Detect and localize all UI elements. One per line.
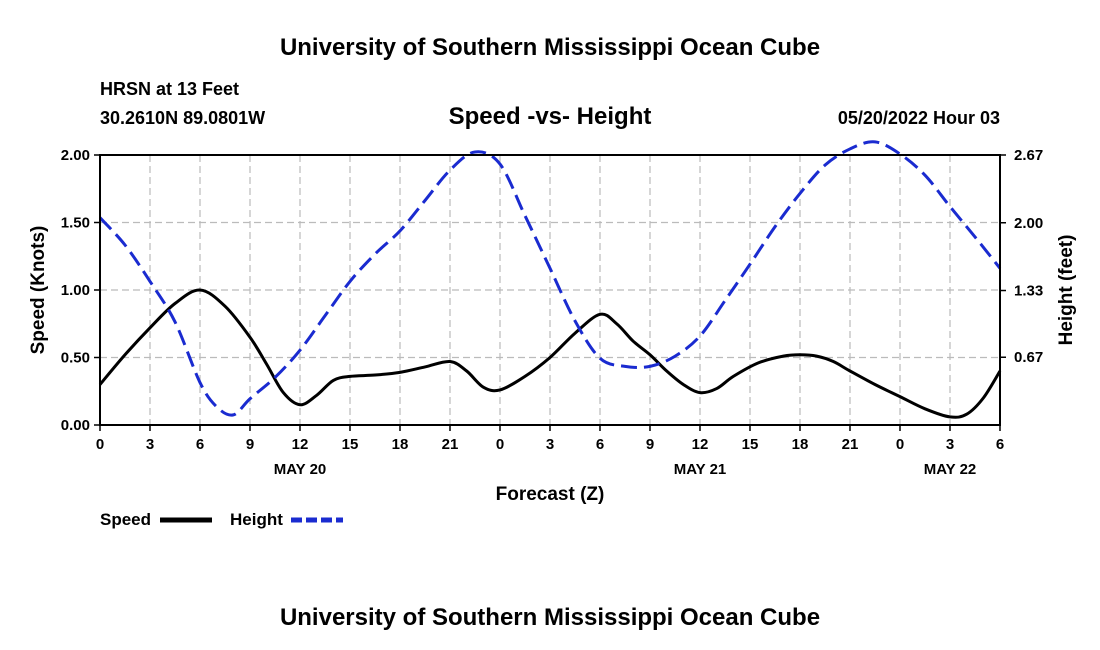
x-tick-label: 12: [692, 436, 709, 453]
y-tick-label: 1.00: [61, 282, 90, 299]
legend-height-label: Height: [230, 510, 283, 529]
grid-lines: [100, 155, 1000, 425]
page-title: University of Southern Mississippi Ocean…: [280, 34, 820, 61]
x-tick-label: 0: [96, 436, 104, 453]
x-tick-label: 15: [742, 436, 759, 453]
series-speed-line: [98, 288, 1002, 419]
y2-tick-label: 0.67: [1014, 349, 1043, 366]
x-tick-label: 3: [546, 436, 554, 453]
y-tick-label: 2.00: [61, 147, 90, 164]
x-tick-label: 6: [996, 436, 1004, 453]
station-coords: 30.2610N 89.0801W: [100, 108, 265, 128]
x-tick-label: 3: [146, 436, 154, 453]
x-tick-label: 21: [842, 436, 859, 453]
forecast-datetime: 05/20/2022 Hour 03: [838, 108, 1000, 128]
x-tick-label: 18: [392, 436, 409, 453]
y-axis-title: Speed (Knots): [28, 226, 49, 355]
x-tick-label: 12: [292, 436, 309, 453]
x-tick-label: 9: [246, 436, 254, 453]
x-tick-label: 18: [792, 436, 809, 453]
y2-tick-label: 2.00: [1014, 215, 1043, 232]
x-day-label: MAY 22: [924, 461, 977, 478]
y2-axis-title: Height (feet): [1056, 235, 1077, 346]
x-tick-label: 3: [946, 436, 954, 453]
chart-title: Speed -vs- Height: [449, 103, 652, 130]
axes: 0 3 6 9 12 15 18 21 0 3 6 9 12 15 18 21 0 3 6 MAY 20 MAY 21 M…: [61, 147, 1043, 478]
footer-title: University of Southern Mississippi Ocean…: [280, 604, 820, 631]
legend-speed-label: Speed: [100, 510, 151, 529]
x-day-label: MAY 20: [274, 461, 327, 478]
series-height-line: [98, 140, 1002, 417]
y-tick-label: 0.50: [61, 350, 90, 367]
x-axis-title: Forecast (Z): [496, 484, 605, 505]
y-tick-label: 0.00: [61, 417, 90, 434]
x-tick-label: 0: [896, 436, 904, 453]
x-tick-label: 15: [342, 436, 359, 453]
x-tick-label: 9: [646, 436, 654, 453]
y-tick-label: 1.50: [61, 215, 90, 232]
station-name: HRSN at 13 Feet: [100, 79, 239, 99]
x-tick-label: 0: [496, 436, 504, 453]
series-layer: [98, 140, 1002, 419]
x-tick-label: 21: [442, 436, 459, 453]
legend: Speed Height: [100, 510, 343, 529]
x-tick-label: 6: [596, 436, 604, 453]
x-day-label: MAY 21: [674, 461, 727, 478]
y2-tick-label: 1.33: [1014, 283, 1043, 300]
y2-tick-label: 2.67: [1014, 147, 1043, 164]
x-tick-label: 6: [196, 436, 204, 453]
